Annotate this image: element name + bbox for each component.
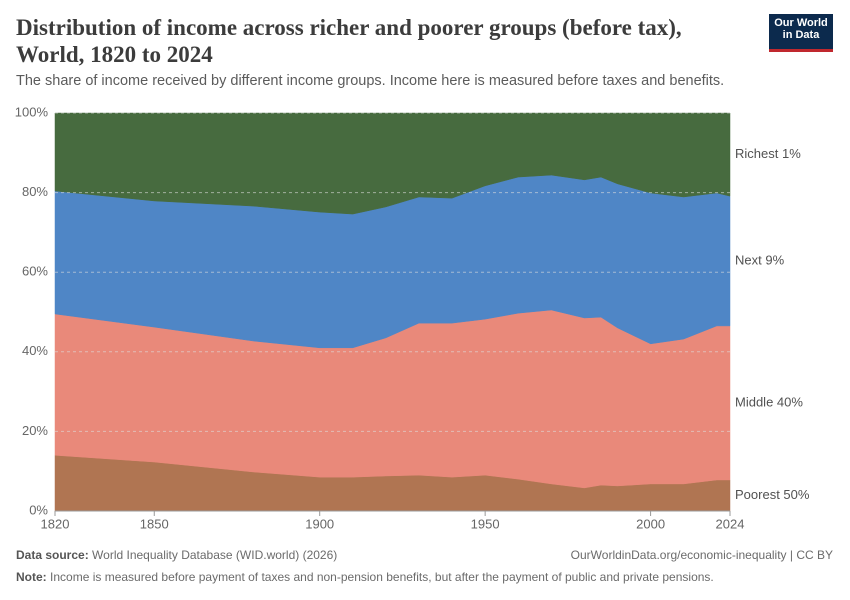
x-tick-label: 1820 — [41, 516, 70, 531]
series-label: Richest 1% — [735, 146, 801, 161]
chart-subtitle: The share of income received by differen… — [16, 73, 725, 89]
x-tick-label: 1950 — [471, 516, 500, 531]
y-tick-label: 20% — [22, 423, 48, 438]
area — [54, 112, 731, 215]
x-tick-label: 1850 — [140, 516, 169, 531]
chart-title: Distribution of income across richer and… — [16, 15, 682, 67]
y-tick-label: 0% — [29, 502, 48, 517]
y-tick-label: 80% — [22, 184, 48, 199]
logo[interactable]: Our World in Data — [769, 14, 833, 52]
series-label: Middle 40% — [735, 394, 803, 409]
area — [54, 309, 731, 489]
source-label: Data source: — [16, 548, 89, 562]
series-label: Next 9% — [735, 252, 785, 267]
y-tick-label: 60% — [22, 264, 48, 279]
source-line: Data source: World Inequality Database (… — [16, 548, 337, 562]
x-tick-label: 1900 — [305, 516, 334, 531]
source: World Inequality Database (WID.world) (2… — [92, 548, 338, 562]
x-tick-label: 2024 — [716, 516, 745, 531]
url[interactable]: OurWorldinData.org/economic-inequality |… — [570, 548, 833, 562]
x-tick-label: 2000 — [636, 516, 665, 531]
y-tick-label: 40% — [22, 343, 48, 358]
note-label: Note: — [16, 570, 47, 584]
chart: 0% 20% 40% 60% 80% 100% Poorest 50% Middle 40% N… — [15, 104, 810, 531]
y-tick-label: 100% — [15, 104, 49, 119]
note-line: Note: Income is measured before payment … — [16, 570, 714, 584]
series-label: Poorest 50% — [735, 487, 810, 502]
note: Income is measured before payment of tax… — [50, 570, 714, 584]
logo-text: Our World in Data — [774, 17, 828, 41]
